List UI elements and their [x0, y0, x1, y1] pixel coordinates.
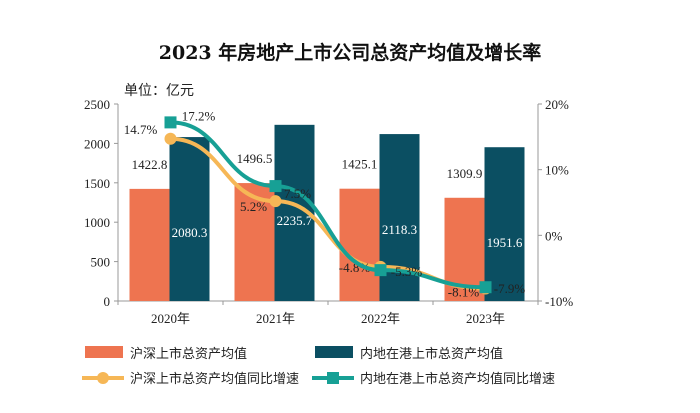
legend-label: 内地在港上市总资产均值同比增速: [360, 371, 555, 386]
line-label: 17.2%: [182, 108, 216, 123]
line-label: -4.8%: [339, 260, 371, 275]
left-tick-label: 500: [91, 255, 111, 270]
bar-label: 1951.6: [487, 235, 523, 250]
legend-swatch: [315, 346, 353, 358]
line-marker: [479, 281, 492, 294]
right-tick-label: -10%: [545, 294, 573, 309]
bar-shanghai-shenzhen: [339, 188, 380, 301]
line-marker: [269, 180, 282, 193]
legend-marker: [97, 372, 109, 384]
line-marker: [374, 264, 387, 277]
x-tick-label: 2022年: [361, 311, 400, 326]
bar-label: 1422.8: [132, 157, 168, 172]
line-label: -5.3%: [391, 264, 423, 279]
left-tick-label: 1000: [84, 215, 110, 230]
line-label: 7.5%: [284, 186, 311, 201]
bar-label: 2118.3: [382, 222, 417, 237]
line-label: 5.2%: [240, 199, 267, 214]
bar-shanghai-shenzhen: [129, 188, 170, 301]
right-tick-label: 0%: [545, 228, 563, 243]
legend-label: 沪深上市总资产均值: [130, 346, 247, 361]
bar-label: 2080.3: [172, 225, 208, 240]
left-tick-label: 0: [104, 294, 111, 309]
left-tick-label: 2500: [84, 97, 110, 112]
bar-label: 2235.7: [277, 213, 313, 228]
line-shanghai-shenzhen-growth: [170, 136, 486, 291]
legend-label: 沪深上市总资产均值同比增速: [130, 371, 299, 386]
line-label: -7.9%: [494, 281, 526, 296]
bar-label: 1309.9: [447, 166, 483, 181]
line-marker: [164, 116, 177, 129]
legend-swatch: [85, 346, 123, 358]
right-tick-label: 20%: [545, 97, 569, 112]
bar-hongkong: [169, 137, 210, 301]
bar-shanghai-shenzhen: [234, 183, 275, 301]
left-tick-label: 2000: [84, 136, 110, 151]
line-marker: [269, 195, 282, 208]
x-tick-label: 2023年: [466, 311, 505, 326]
bar-label: 1496.5: [237, 151, 273, 166]
bar-hongkong: [484, 147, 525, 301]
x-tick-label: 2020年: [151, 311, 190, 326]
line-marker: [164, 132, 177, 145]
legend-marker: [327, 372, 339, 384]
unit-label: 单位：亿元: [124, 83, 194, 99]
x-tick-label: 2021年: [256, 311, 295, 326]
chart-title: 2023 年房地产上市公司总资产均值及增长率: [158, 42, 542, 64]
line-hongkong-growth: [170, 120, 486, 290]
bar-label: 1425.1: [342, 157, 378, 172]
left-tick-label: 1500: [84, 176, 110, 191]
legend-label: 内地在港上市总资产均值: [360, 346, 503, 361]
right-tick-label: 10%: [545, 163, 569, 178]
line-label: 14.7%: [124, 122, 158, 137]
